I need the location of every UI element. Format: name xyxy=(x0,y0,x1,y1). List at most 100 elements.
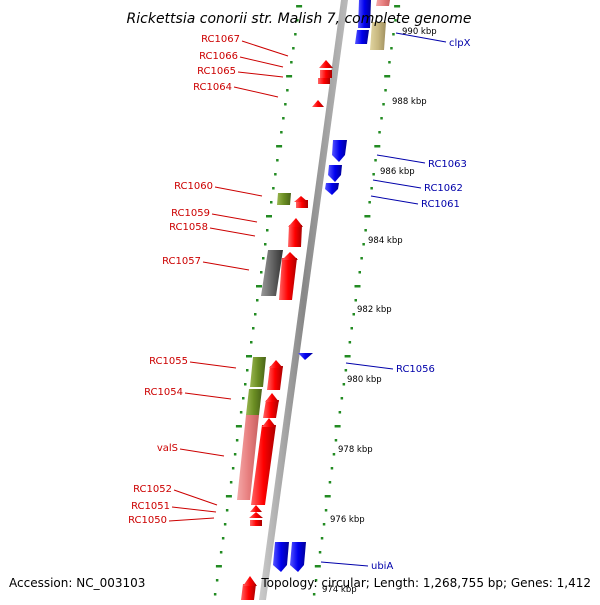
tick-mark xyxy=(362,243,365,246)
tick-mark xyxy=(274,173,277,176)
gene-label[interactable]: ubiA xyxy=(371,561,393,572)
gene-rc1061[interactable] xyxy=(325,183,339,195)
kbp-label: 976 kbp xyxy=(330,515,365,525)
tick-mark xyxy=(242,397,245,400)
gene-rc1054-head[interactable] xyxy=(265,393,279,402)
gene-rc1058[interactable] xyxy=(288,225,302,247)
gene-label[interactable]: RC1061 xyxy=(421,199,460,210)
gene-rc1055-head[interactable] xyxy=(269,360,283,368)
tick-mark xyxy=(266,215,272,218)
gene-rc1057-other[interactable] xyxy=(261,250,283,296)
gene-clpx-light[interactable] xyxy=(370,22,386,50)
tick-mark xyxy=(272,187,275,190)
gene-rc1062[interactable] xyxy=(328,165,342,182)
kbp-labels: 990 kbp 988 kbp 986 kbp 984 kbp 982 kbp … xyxy=(322,25,441,595)
tick-mark xyxy=(246,355,252,358)
page-title: Rickettsia conorii str. Malish 7, comple… xyxy=(127,11,472,27)
gene-label[interactable]: RC1064 xyxy=(193,82,232,93)
tick-mark xyxy=(290,61,293,64)
gene-label[interactable]: valS xyxy=(157,443,178,454)
gene-label[interactable]: RC1063 xyxy=(428,159,467,170)
tick-mark xyxy=(215,565,222,568)
gene-label[interactable]: clpX xyxy=(449,38,471,49)
tick-mark xyxy=(344,369,348,372)
gene-label[interactable]: RC1066 xyxy=(199,51,238,62)
gene-rc1057-head[interactable] xyxy=(282,252,298,260)
gene-bottom-red[interactable] xyxy=(241,584,256,600)
tick-mark xyxy=(244,383,247,386)
gene-vals[interactable] xyxy=(251,425,276,505)
gene-rc1056[interactable] xyxy=(298,353,313,360)
tick-mark xyxy=(352,313,355,316)
tick-mark xyxy=(215,579,219,582)
tick-mark xyxy=(348,341,352,344)
gene-top-blue-upper[interactable] xyxy=(358,0,371,28)
gene-ubia-2[interactable] xyxy=(290,542,306,572)
gene-rc1051[interactable] xyxy=(250,520,262,526)
gene-rc1065[interactable] xyxy=(318,78,330,84)
gene-label[interactable]: RC1067 xyxy=(201,34,240,45)
gene-label[interactable]: RC1052 xyxy=(133,484,172,495)
gene-label[interactable]: RC1055 xyxy=(149,356,188,367)
rna-genes xyxy=(237,193,291,500)
tick-mark xyxy=(231,467,235,470)
gene-label[interactable]: RC1058 xyxy=(169,222,208,233)
tick-mark xyxy=(296,19,299,22)
tick-mark xyxy=(213,593,217,596)
gene-rc1060-head[interactable] xyxy=(294,196,308,202)
gene-label[interactable]: RC1056 xyxy=(396,364,435,375)
gene-label[interactable]: RC1065 xyxy=(197,66,236,77)
tick-mark xyxy=(370,187,373,190)
tick-mark xyxy=(264,243,267,246)
gene-top-blue[interactable] xyxy=(355,30,369,44)
gene-label[interactable]: RC1051 xyxy=(131,501,170,512)
gene-label[interactable]: RC1057 xyxy=(162,256,201,267)
gene-rc1054-rna[interactable] xyxy=(246,389,262,415)
tick-mark xyxy=(374,159,377,162)
gene-label[interactable]: RC1054 xyxy=(144,387,183,398)
gene-rc1066[interactable] xyxy=(320,70,332,78)
tick-mark xyxy=(266,229,269,232)
gene-rc1055[interactable] xyxy=(267,366,283,390)
gene-label[interactable]: RC1060 xyxy=(174,181,213,192)
gene-ubia-1[interactable] xyxy=(273,542,289,572)
gene-rc1050[interactable] xyxy=(249,512,263,518)
tick-mark xyxy=(260,271,263,274)
gene-rc1057[interactable] xyxy=(279,258,297,300)
gene-vals-head[interactable] xyxy=(262,418,276,427)
gene-bottom-red-head[interactable] xyxy=(243,576,257,586)
tick-mark xyxy=(225,509,229,512)
tick-mark xyxy=(392,33,395,36)
kbp-label: 990 kbp xyxy=(402,27,437,37)
tick-mark xyxy=(324,509,328,512)
gene-rc1055-rna[interactable] xyxy=(250,357,266,387)
gene-label[interactable]: RC1059 xyxy=(171,208,210,219)
gene-rc1052[interactable] xyxy=(250,505,262,512)
tick-mark xyxy=(324,495,331,498)
tick-mark xyxy=(334,425,341,428)
tick-mark xyxy=(221,537,225,540)
tick-mark xyxy=(314,579,318,582)
gene-rc1066-head[interactable] xyxy=(319,60,333,68)
kbp-label: 986 kbp xyxy=(380,167,415,177)
gene-top-lightred[interactable] xyxy=(376,0,390,6)
gene-rc1064[interactable] xyxy=(312,100,324,107)
tick-mark xyxy=(358,271,361,274)
tick-mark xyxy=(322,523,326,526)
right-leader-lines xyxy=(320,32,447,567)
tick-mark xyxy=(223,523,227,526)
tick-mark xyxy=(390,47,393,50)
tick-mark xyxy=(394,19,397,22)
tick-mark xyxy=(382,103,385,106)
gene-rc1063[interactable] xyxy=(332,140,347,162)
gene-label[interactable]: RC1050 xyxy=(128,515,167,526)
gene-label[interactable]: RC1062 xyxy=(424,183,463,194)
tick-mark xyxy=(286,89,289,92)
gene-vals-light[interactable] xyxy=(237,415,259,500)
gene-rc1060-rna[interactable] xyxy=(277,193,291,205)
kbp-label: 984 kbp xyxy=(368,236,403,246)
gene-rc1058-head[interactable] xyxy=(288,218,303,227)
gene-rc1054[interactable] xyxy=(263,400,279,418)
tick-mark xyxy=(229,481,233,484)
